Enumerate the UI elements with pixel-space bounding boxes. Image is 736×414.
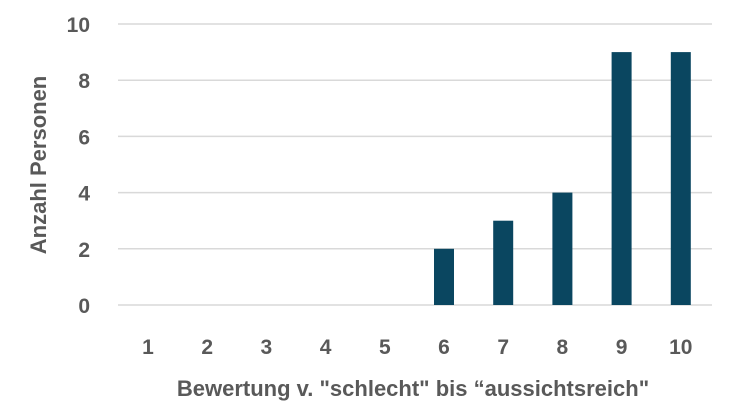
y-axis-title: Anzahl Personen (26, 76, 51, 254)
x-axis-title: Bewertung v. "schlecht" bis “aussichtsre… (177, 376, 649, 401)
y-axis-ticks: 0 2 4 6 8 10 (67, 14, 91, 318)
bar-10 (670, 52, 691, 305)
x-tick-label: 7 (497, 336, 509, 359)
y-tick-label: 6 (78, 126, 90, 149)
x-tick-label: 4 (320, 336, 332, 359)
x-tick-label: 3 (261, 336, 273, 359)
bar-7 (493, 220, 514, 305)
bar-8 (552, 192, 573, 305)
bars (434, 52, 691, 305)
x-tick-label: 8 (557, 336, 569, 359)
x-tick-label: 5 (379, 336, 391, 359)
x-tick-label: 10 (669, 336, 692, 359)
x-tick-label: 9 (616, 336, 628, 359)
x-axis-ticks: 1 2 3 4 5 6 7 8 9 10 (142, 336, 692, 359)
y-tick-label: 4 (78, 183, 90, 206)
y-tick-label: 8 (78, 70, 90, 93)
x-tick-label: 6 (438, 336, 450, 359)
y-tick-label: 0 (78, 295, 90, 318)
bar-6 (434, 248, 454, 305)
x-tick-label: 2 (201, 336, 213, 359)
bar-9 (611, 52, 632, 305)
x-tick-label: 1 (142, 336, 154, 359)
y-tick-label: 10 (67, 14, 90, 37)
y-tick-label: 2 (78, 239, 90, 262)
